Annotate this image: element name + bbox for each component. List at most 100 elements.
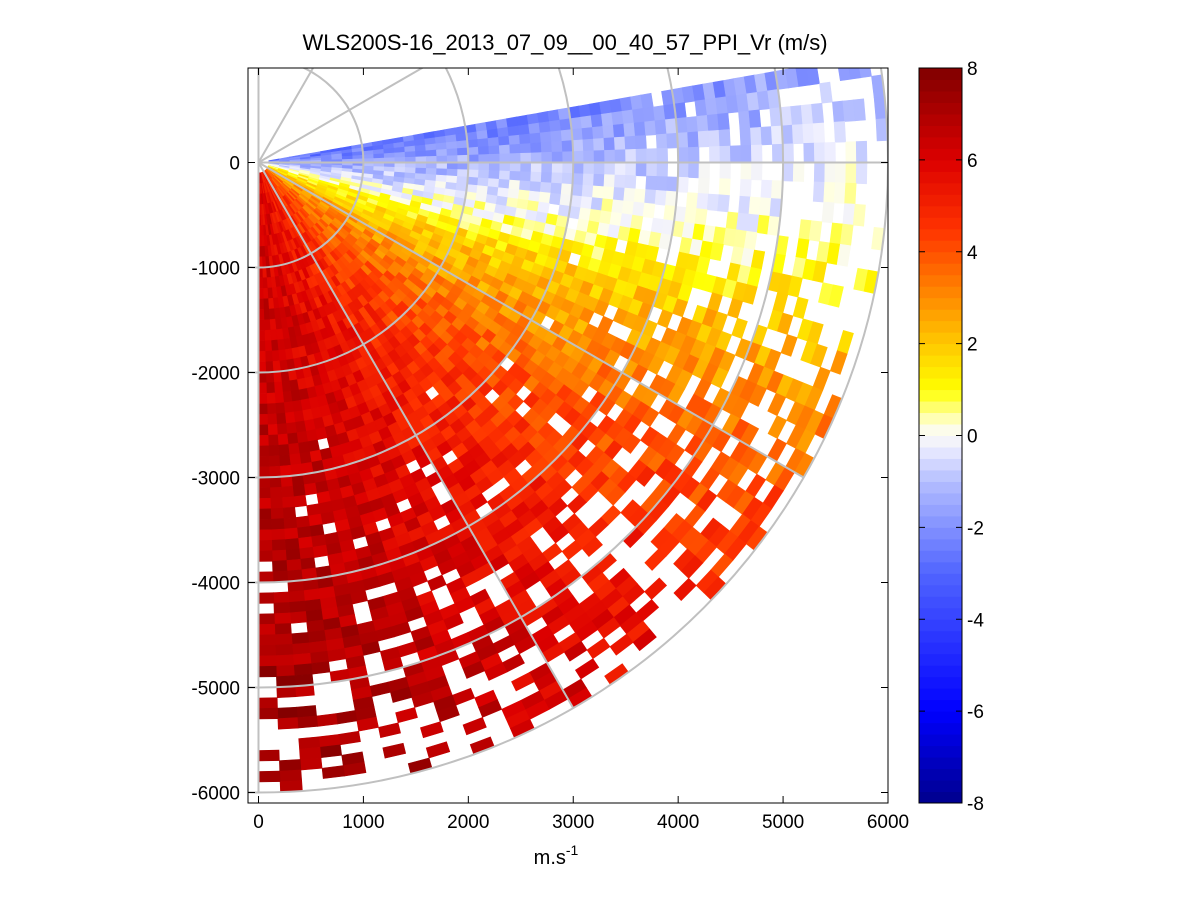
velocity-cell: [583, 162, 595, 175]
velocity-cell: [635, 162, 648, 177]
velocity-cell: [446, 168, 459, 177]
velocity-cell: [272, 570, 289, 583]
colorbar-band: [919, 550, 962, 563]
velocity-cell: [790, 105, 804, 126]
velocity-cell: [312, 544, 329, 558]
velocity-cell: [462, 717, 487, 736]
velocity-cell: [635, 148, 648, 163]
velocity-cell: [572, 173, 584, 186]
velocity-cell: [634, 135, 647, 150]
velocity-cell: [477, 146, 490, 156]
x-tick-label: 5000: [762, 812, 804, 833]
velocity-cell: [273, 591, 290, 604]
velocity-cell: [742, 284, 758, 305]
velocity-cell: [508, 179, 521, 191]
velocity-cell: [574, 658, 600, 680]
velocity-cell: [837, 68, 852, 82]
velocity-cell: [572, 150, 585, 163]
y-tick-label: -3000: [191, 469, 240, 490]
colorbar-band: [919, 630, 962, 643]
velocity-cell: [829, 350, 848, 375]
velocity-cell: [478, 162, 490, 171]
colorbar-band: [919, 217, 962, 230]
colorbar-band: [919, 159, 962, 172]
velocity-cell: [602, 186, 615, 201]
chart-title: WLS200S-16_2013_07_09__00_40_57_PPI_Vr (…: [302, 30, 827, 55]
velocity-cell: [539, 181, 552, 194]
colorbar-tick-label: -6: [967, 702, 984, 723]
y-tick-label: 0: [229, 154, 240, 175]
velocity-cell: [258, 644, 277, 657]
velocity-cell: [310, 661, 331, 675]
colorbar-band: [919, 607, 962, 620]
velocity-cell: [298, 546, 315, 560]
colorbar-tick-label: 2: [967, 335, 978, 356]
velocity-cell: [467, 154, 480, 163]
velocity-cell: [506, 116, 519, 128]
velocity-cell: [258, 613, 275, 625]
velocity-cell: [499, 162, 511, 172]
velocity-cell: [709, 242, 724, 262]
velocity-cell: [593, 137, 605, 152]
velocity-cell: [604, 149, 616, 163]
velocity-cell: [285, 548, 301, 561]
colorbar-band: [919, 68, 962, 80]
velocity-cell: [476, 130, 489, 140]
velocity-cell: [538, 191, 552, 204]
velocity-cell: [269, 497, 283, 510]
velocity-cell: [803, 142, 815, 163]
velocity-cell: [258, 445, 270, 457]
velocity-cell: [592, 185, 605, 200]
velocity-cell: [656, 309, 673, 329]
velocity-cell: [718, 129, 731, 147]
velocity-cell: [644, 548, 667, 571]
velocity-cell: [299, 451, 312, 465]
velocity-cell: [296, 715, 319, 729]
colorbar-band: [919, 642, 962, 655]
velocity-cell: [258, 413, 268, 426]
velocity-cell: [740, 144, 752, 163]
x-axis: 0 1000 2000 3000 4000 5000 6000: [253, 68, 909, 833]
x-tick-label: 1000: [342, 812, 384, 833]
velocity-cell: [477, 177, 490, 187]
velocity-cell: [731, 317, 748, 339]
colorbar-band: [919, 699, 962, 712]
colorbar-band: [919, 722, 962, 735]
velocity-cell: [282, 390, 293, 404]
velocity-cell: [279, 769, 303, 782]
velocity-cell: [321, 765, 345, 779]
velocity-cell: [517, 124, 531, 136]
velocity-cell: [457, 169, 469, 178]
velocity-cell: [530, 152, 543, 163]
velocity-cell: [258, 476, 271, 489]
velocity-cell: [708, 129, 721, 148]
velocity-cell: [265, 361, 274, 373]
velocity-cell: [268, 465, 281, 478]
velocity-cell: [427, 574, 447, 592]
velocity-cell: [277, 444, 290, 457]
velocity-cell: [265, 382, 275, 394]
velocity-cell: [517, 189, 531, 201]
colorbar-band: [919, 538, 962, 551]
colorbar-band: [919, 332, 962, 345]
velocity-cell: [802, 123, 815, 144]
velocity-cell: [656, 162, 669, 178]
velocity-cell: [295, 515, 310, 529]
velocity-cell: [272, 370, 282, 383]
colorbar-band: [919, 584, 962, 597]
velocity-cell: [541, 162, 553, 174]
velocity-cell: [284, 538, 300, 551]
colorbar-band: [919, 412, 962, 425]
velocity-cell: [625, 162, 637, 177]
velocity-cell: [271, 549, 287, 562]
velocity-cell: [572, 139, 584, 152]
velocity-cell: [698, 162, 710, 179]
velocity-cell: [771, 143, 784, 163]
velocity-cell: [271, 350, 280, 362]
velocity-cell: [435, 142, 448, 151]
velocity-cell: [258, 434, 269, 447]
velocity-cell: [748, 109, 762, 129]
colorbar-band: [919, 194, 962, 207]
velocity-cell: [586, 637, 611, 660]
colorbar-band: [919, 182, 962, 195]
